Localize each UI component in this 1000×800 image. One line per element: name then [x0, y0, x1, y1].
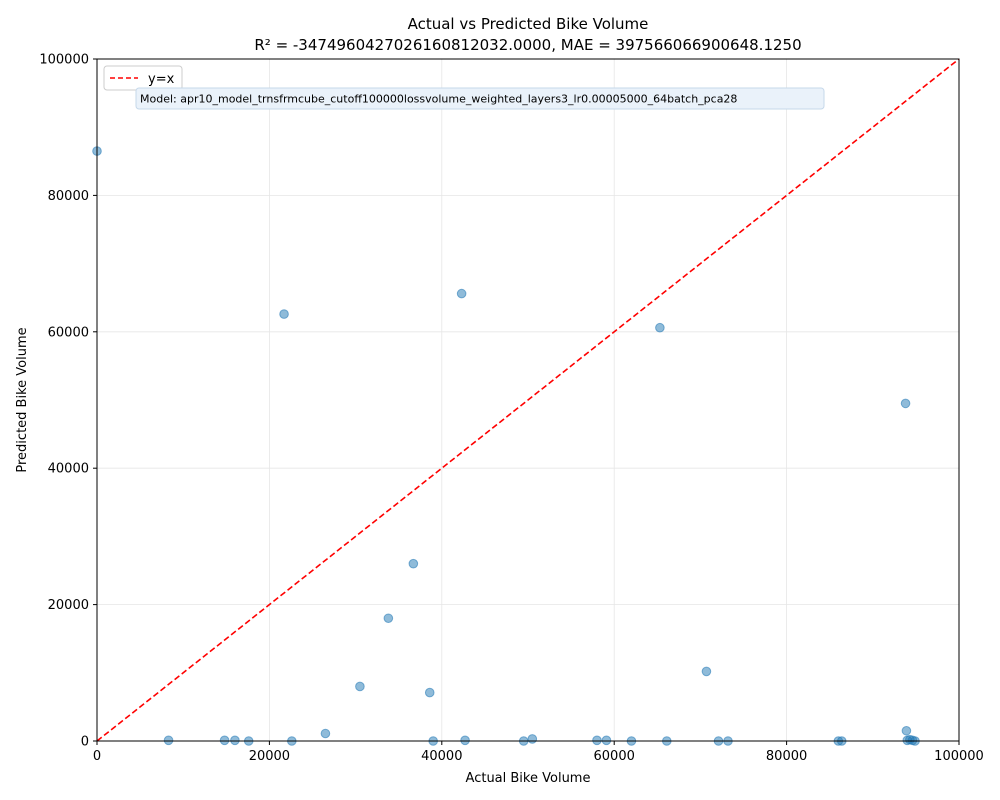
- legend-label: y=x: [148, 72, 175, 87]
- legend: y=x: [103, 65, 183, 91]
- data-point: [456, 288, 467, 299]
- y-tick-label: 40000: [48, 462, 89, 477]
- x-tick-label: 100000: [934, 749, 984, 764]
- data-point: [408, 558, 419, 569]
- annotation-text: Model: apr10_model_trnsfrmcube_cutoff100…: [140, 93, 737, 106]
- x-axis-label: Actual Bike Volume: [466, 771, 591, 786]
- reference-line-y-equals-x: [96, 58, 960, 742]
- data-point: [701, 666, 712, 677]
- x-axis-ticks: 0 20000 40000 60000 80000 100000: [93, 741, 984, 764]
- model-annotation: Model: apr10_model_trnsfrmcube_cutoff100…: [135, 87, 825, 110]
- chart-title-line1: Actual vs Predicted Bike Volume: [408, 15, 649, 33]
- data-point: [592, 735, 602, 746]
- x-tick-label: 40000: [421, 749, 462, 764]
- x-tick-label: 80000: [766, 749, 807, 764]
- reference-line-group: [96, 58, 960, 742]
- data-point: [279, 309, 289, 319]
- data-point: [355, 681, 365, 692]
- y-tick-label: 100000: [39, 53, 89, 68]
- data-point: [230, 735, 240, 746]
- data-point: [320, 728, 331, 739]
- data-point: [900, 398, 911, 409]
- data-point: [163, 735, 174, 746]
- data-point: [527, 734, 538, 744]
- x-tick-label: 0: [93, 749, 101, 764]
- data-point: [601, 735, 612, 746]
- x-tick-label: 20000: [249, 749, 290, 764]
- data-point: [424, 687, 435, 698]
- plot-frame: [96, 58, 960, 742]
- y-axis-ticks: 0 20000 40000 60000 80000 100000: [39, 53, 97, 750]
- chart-title-line2: R² = -347496042702616081​2032.0000, MAE …: [254, 36, 801, 54]
- y-tick-label: 80000: [48, 189, 89, 204]
- data-points: [92, 146, 920, 746]
- data-point: [655, 322, 665, 333]
- annotation-box: [135, 87, 825, 110]
- y-tick-label: 60000: [48, 325, 89, 340]
- x-tick-label: 60000: [594, 749, 635, 764]
- data-point: [383, 613, 394, 624]
- y-tick-label: 0: [81, 735, 89, 750]
- y-axis-label: Predicted Bike Volume: [15, 327, 30, 472]
- data-point: [460, 735, 470, 746]
- y-tick-label: 20000: [48, 598, 89, 613]
- data-point: [901, 725, 912, 736]
- data-point: [219, 735, 230, 746]
